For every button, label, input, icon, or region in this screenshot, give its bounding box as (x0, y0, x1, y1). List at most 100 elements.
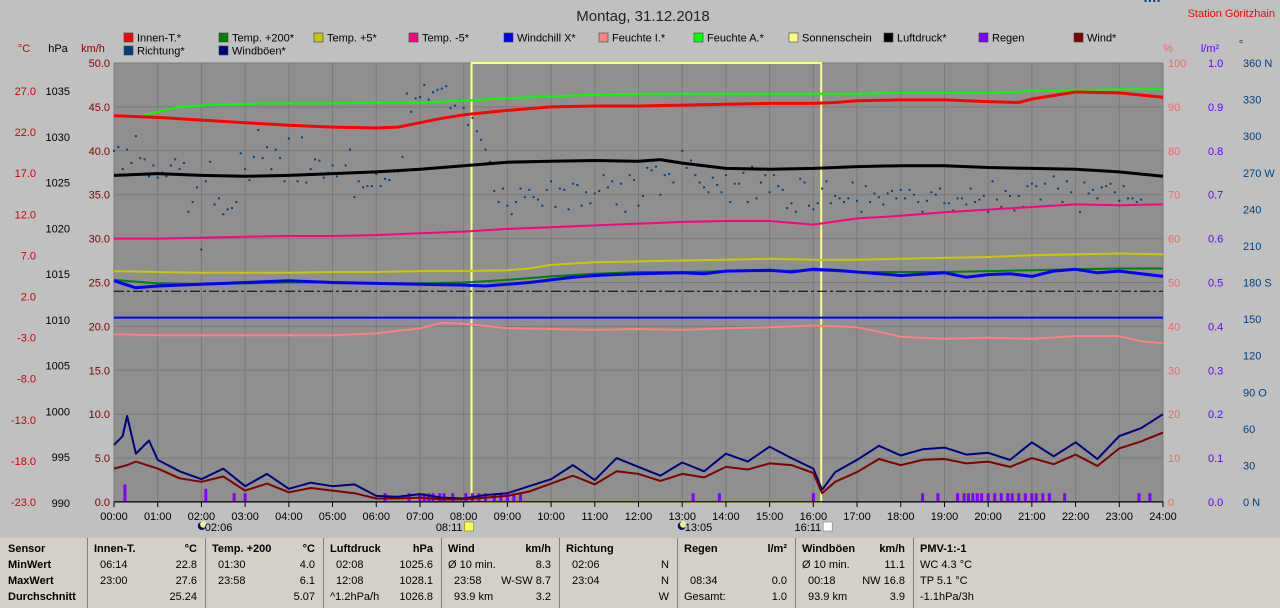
richtung-point (585, 191, 588, 194)
richtung-point (755, 197, 758, 200)
stats-label: Durchschnitt (8, 591, 76, 603)
richtung-point (445, 85, 448, 88)
richtung-point (502, 187, 505, 190)
x-tick-label: 01:00 (144, 511, 172, 523)
reference-lines (114, 290, 1163, 319)
richtung-point (930, 191, 933, 194)
richtung-point (834, 194, 837, 197)
richtung-point (917, 201, 920, 204)
richtung-point (860, 210, 863, 213)
axis-tick-label: 1020 (46, 223, 70, 235)
axis-tick-label: 995 (52, 452, 70, 464)
richtung-point (842, 201, 845, 204)
richtung-point (536, 198, 539, 201)
stats-header: Regen (684, 543, 718, 555)
richtung-point (344, 164, 347, 167)
richtung-point (571, 182, 574, 185)
x-tick-label: 14:00 (712, 511, 740, 523)
richtung-point (156, 176, 159, 179)
chart-title: Montag, 31.12.2018 (576, 8, 709, 25)
richtung-point (790, 202, 793, 205)
axis-tick-label: 12.0 (15, 209, 36, 221)
stats-sensor: Sensor MinWert MaxWert Durchschnitt (0, 538, 88, 608)
richtung-point (1043, 182, 1046, 185)
richtung-point (1092, 188, 1095, 191)
stats-time: 01:30 (218, 559, 246, 571)
legend-swatch (218, 45, 229, 56)
axis-tick-label: 330 (1243, 95, 1261, 107)
x-tick-label: 23:00 (1106, 511, 1134, 523)
axis-tick-label: 25.0 (89, 278, 110, 290)
axis-tick-label: 50 (1168, 278, 1180, 290)
richtung-point (821, 187, 824, 190)
richtung-point (475, 130, 478, 133)
legend-swatch (408, 32, 419, 43)
stats-value: -1.1hPa/3h (920, 591, 974, 603)
richtung-point (746, 201, 749, 204)
axis-tick-label: 27.0 (15, 86, 36, 98)
legend-label: Feuchte A.* (707, 33, 765, 45)
legend: Innen-T.* Temp. +200* Temp. +5* Temp. -5* Wi… (123, 32, 1117, 58)
richtung-point (467, 124, 470, 127)
richtung-point (1000, 205, 1003, 208)
stats-value: TP 5.1 °C (920, 575, 968, 587)
richtung-point (1035, 185, 1038, 188)
richtung-point (353, 196, 356, 199)
richtung-point (1061, 201, 1064, 204)
stats-time: Ø 10 min. (448, 559, 496, 571)
stats-value: 3.9 (889, 591, 905, 603)
richtung-point (226, 208, 229, 211)
axis-tick-label: 0.9 (1208, 102, 1223, 114)
richtung-point (204, 180, 207, 183)
richtung-point (934, 193, 937, 196)
richtung-point (261, 157, 264, 160)
stats-richtung: Richtung 02:06 N 23:04 N W (560, 538, 678, 608)
weather-chart: Montag, 31.12.2018 Station Göritzhain °C… (11, 0, 1275, 534)
richtung-point (379, 185, 382, 188)
richtung-point (436, 88, 439, 91)
legend-label: Temp. +5* (327, 33, 378, 45)
richtung-point (698, 181, 701, 184)
richtung-point (440, 87, 443, 90)
stats-windboeen: Windböen km/h Ø 10 min. 11.1 00:18 NW 16.8 … (796, 538, 914, 608)
legend-label: Sonnenschein (802, 33, 872, 45)
richtung-point (606, 186, 609, 189)
richtung-point (646, 166, 649, 169)
axis-tick-label: 17.0 (15, 168, 36, 180)
richtung-point (729, 201, 732, 204)
stats-time: 93.9 km (808, 591, 848, 603)
richtung-point (1135, 201, 1138, 204)
axis-tick-label: 90 O (1243, 387, 1267, 399)
richtung-point (668, 172, 671, 175)
richtung-point (624, 210, 627, 213)
richtung-point (672, 181, 675, 184)
richtung-point (370, 185, 373, 188)
regen-bar (999, 493, 1003, 502)
richtung-point (515, 201, 518, 204)
sun-event-time: 13:05 (685, 522, 713, 534)
regen-bar (1137, 493, 1141, 502)
richtung-point (134, 135, 137, 138)
richtung-point (1122, 185, 1125, 188)
richtung-point (720, 191, 723, 194)
regen-bar (204, 488, 208, 502)
richtung-point (987, 210, 990, 213)
richtung-point (1070, 191, 1073, 194)
richtung-point (1140, 198, 1143, 201)
axis-tick-label: 10 (1168, 453, 1180, 465)
richtung-point (943, 202, 946, 205)
richtung-point (1083, 181, 1086, 184)
richtung-point (488, 160, 491, 163)
richtung-point (969, 187, 972, 190)
richtung-point (620, 182, 623, 185)
regen-bar (499, 493, 503, 502)
richtung-point (117, 146, 120, 149)
richtung-point (1078, 210, 1081, 213)
richtung-point (807, 204, 810, 207)
unit-hpa: hPa (48, 43, 68, 55)
richtung-point (231, 207, 234, 210)
stats-header: Wind (448, 543, 475, 555)
axis-tick-label: 100 (1168, 58, 1186, 70)
x-tick-label: 03:00 (231, 511, 259, 523)
richtung-point (418, 96, 421, 99)
